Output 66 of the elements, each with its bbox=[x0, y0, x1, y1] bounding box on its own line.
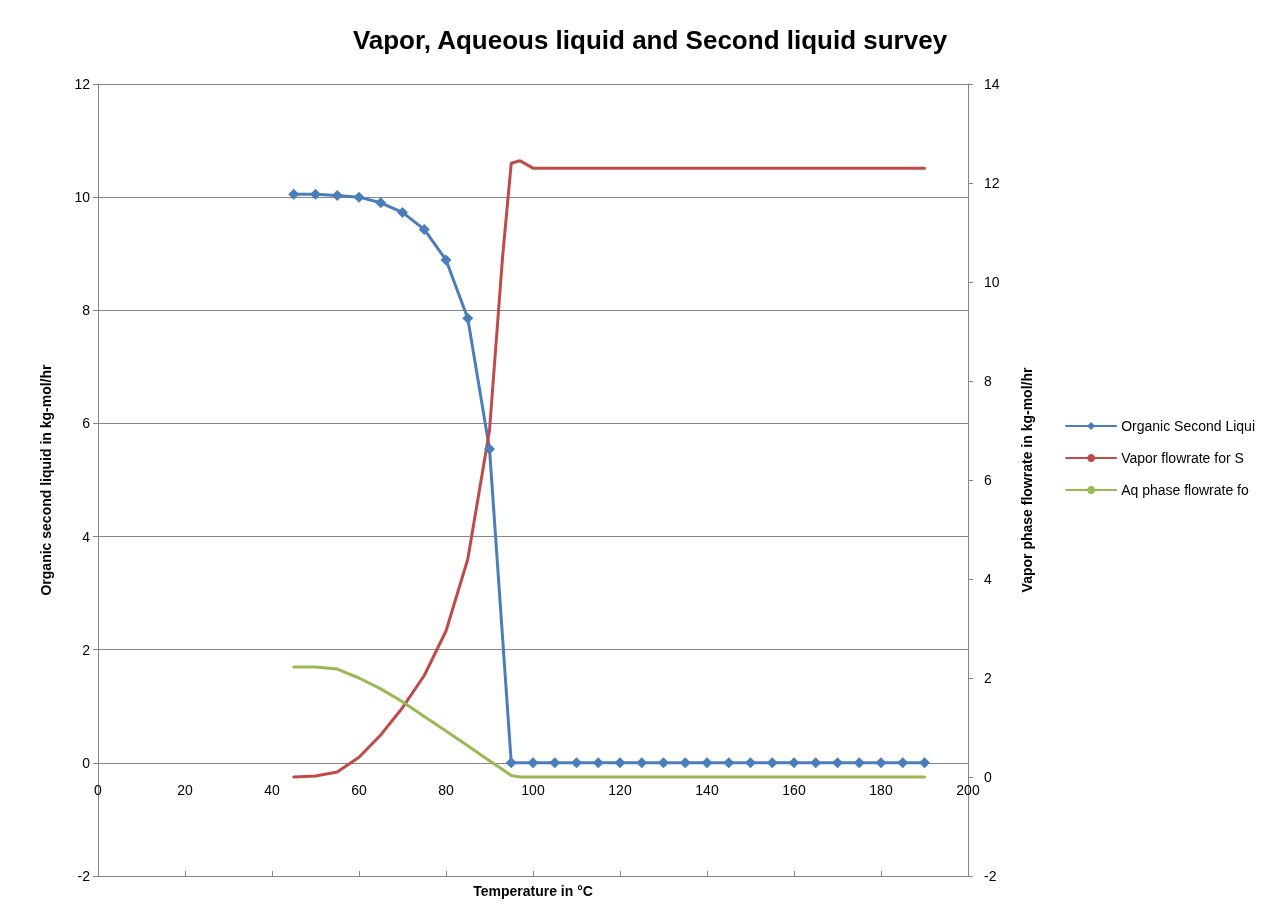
y2-tick-label: -2 bbox=[984, 868, 997, 884]
y-tick-label: 10 bbox=[74, 189, 91, 206]
x-axis-title: Temperature in °C bbox=[473, 883, 593, 899]
point bbox=[353, 191, 365, 203]
point bbox=[614, 757, 626, 769]
y-tick-label: 12 bbox=[74, 76, 91, 92]
y-tick-label: 4 bbox=[82, 528, 91, 545]
y2-axis-title: Vapor phase flowrate in kg-mol/hr bbox=[1019, 367, 1035, 593]
point bbox=[505, 757, 517, 769]
y2-tick-label: 10 bbox=[984, 274, 1000, 290]
point bbox=[375, 197, 387, 209]
point bbox=[331, 189, 343, 201]
point bbox=[897, 757, 909, 769]
point bbox=[810, 757, 822, 769]
point bbox=[745, 757, 756, 769]
point bbox=[875, 757, 887, 769]
point bbox=[288, 188, 300, 200]
y2-tick-label: 12 bbox=[984, 175, 1000, 191]
y-tick-label: 0 bbox=[82, 754, 91, 771]
point bbox=[853, 757, 865, 769]
y-tick-label: -2 bbox=[77, 868, 91, 884]
x-tick-label: 40 bbox=[264, 781, 280, 798]
point bbox=[919, 757, 930, 769]
x-tick-label: 200 bbox=[956, 781, 980, 798]
point bbox=[549, 757, 561, 769]
point bbox=[571, 757, 582, 769]
point bbox=[788, 757, 800, 769]
point bbox=[723, 757, 735, 769]
line-series bbox=[292, 665, 926, 779]
legend-label: Vapor flowrate for S bbox=[1121, 450, 1244, 466]
point bbox=[397, 206, 408, 218]
point bbox=[832, 757, 843, 769]
y2-tick-label: 2 bbox=[984, 670, 992, 686]
x-tick-label: 0 bbox=[94, 781, 103, 798]
point bbox=[484, 443, 495, 455]
x-tick-label: 60 bbox=[351, 781, 367, 798]
point bbox=[440, 254, 452, 266]
legend-label: Organic Second Liqui bbox=[1121, 418, 1256, 434]
chart-title: Vapor, Aqueous liquid and Second liquid survey bbox=[352, 25, 948, 55]
y-tick-label: 8 bbox=[82, 302, 91, 319]
legend-label: Aq phase flowrate fo bbox=[1121, 482, 1249, 498]
x-tick-label: 80 bbox=[438, 781, 454, 798]
x-tick-label: 140 bbox=[695, 781, 719, 798]
y2-tick-label: 8 bbox=[984, 373, 992, 389]
point bbox=[527, 757, 539, 769]
point bbox=[592, 757, 604, 769]
point bbox=[766, 757, 778, 769]
point bbox=[679, 757, 691, 769]
point bbox=[462, 312, 474, 324]
y-axis-title: Organic second liquid in kg-mol/hr bbox=[38, 363, 54, 596]
y2-tick-label: 4 bbox=[984, 571, 992, 587]
y-tick-label: 2 bbox=[82, 641, 91, 658]
point bbox=[636, 757, 648, 769]
y2-tick-label: 6 bbox=[984, 472, 992, 488]
x-tick-label: 100 bbox=[521, 781, 545, 798]
point bbox=[418, 223, 430, 235]
y2-tick-label: 0 bbox=[984, 769, 992, 785]
x-tick-label: 20 bbox=[177, 781, 193, 798]
point bbox=[701, 757, 713, 769]
x-tick-label: 160 bbox=[782, 781, 806, 798]
y2-tick-label: 14 bbox=[984, 76, 1000, 92]
point bbox=[310, 188, 321, 200]
x-tick-label: 180 bbox=[869, 781, 893, 798]
x-tick-label: 120 bbox=[608, 781, 632, 798]
point bbox=[658, 757, 669, 769]
y-tick-label: 6 bbox=[82, 415, 91, 432]
